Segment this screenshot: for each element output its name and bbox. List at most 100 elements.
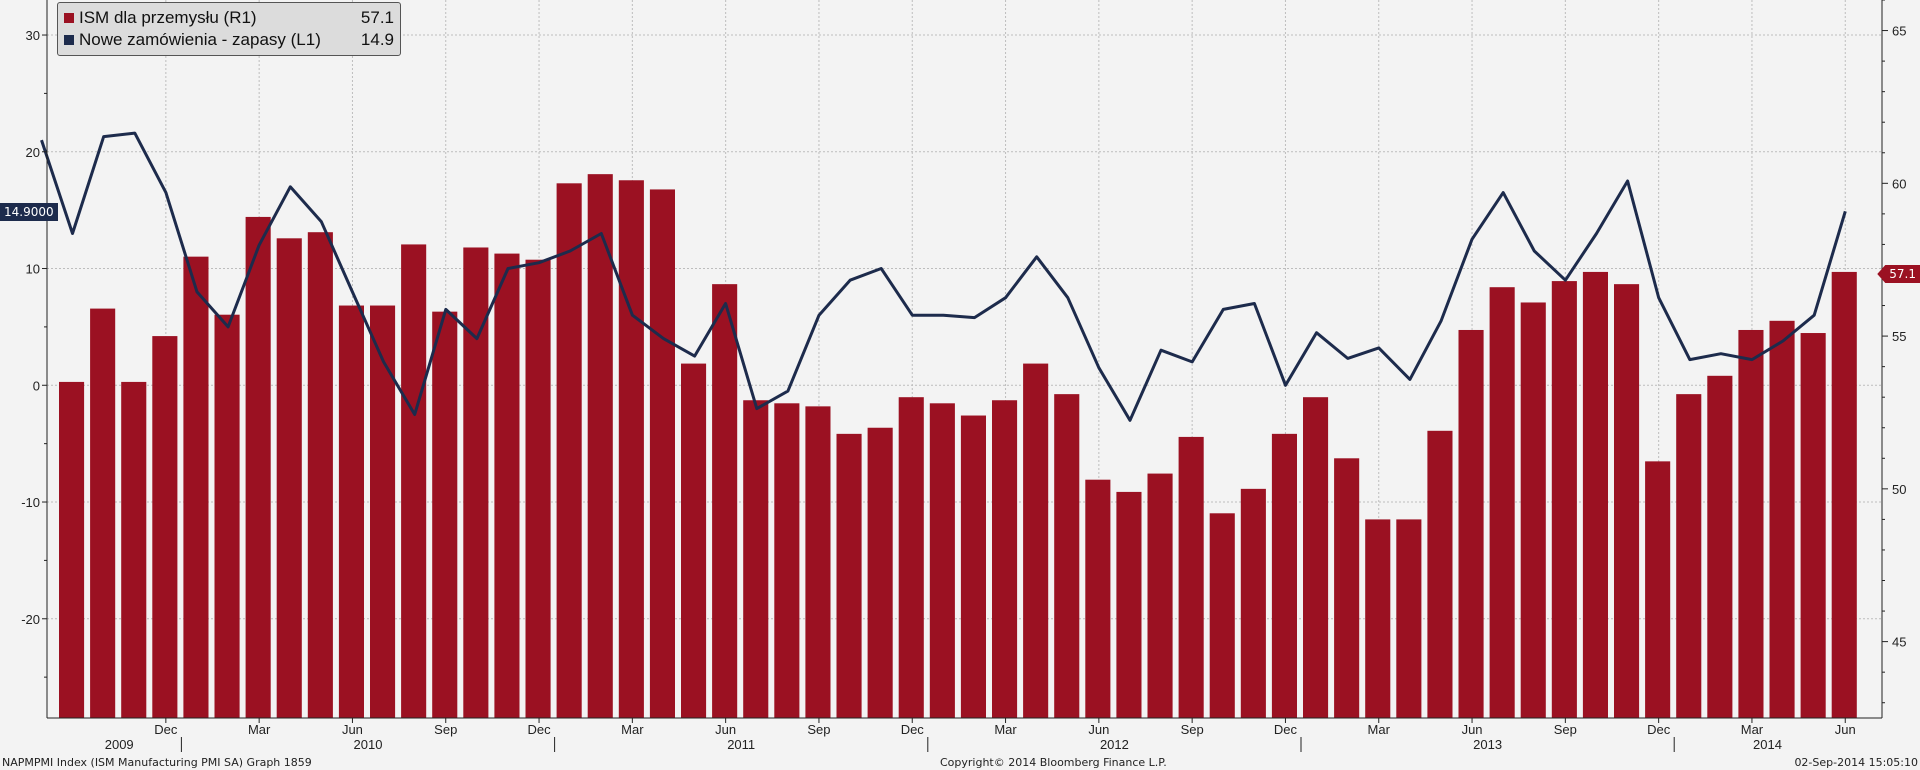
footer-copyright: Copyright© 2014 Bloomberg Finance L.P. — [940, 756, 1167, 769]
bar — [1334, 458, 1360, 718]
bar — [214, 314, 240, 718]
right-axis: 65 60 55 50 45 — [1882, 0, 1906, 704]
left-tick-label: 10 — [26, 262, 40, 277]
bar — [836, 433, 862, 718]
bar — [960, 415, 986, 718]
x-tick-label: Mar — [248, 722, 271, 737]
left-tick-label: 20 — [26, 145, 40, 160]
bar — [712, 284, 738, 718]
bar — [1427, 430, 1453, 718]
x-tick-label: Mar — [994, 722, 1017, 737]
bar — [1396, 519, 1422, 718]
bar — [1769, 320, 1795, 718]
x-tick-label: Dec — [901, 722, 925, 737]
right-tick-label: 45 — [1892, 635, 1906, 650]
bar — [525, 259, 551, 718]
x-tick-label: Jun — [1835, 722, 1856, 737]
bar — [867, 427, 893, 718]
bar — [618, 180, 644, 719]
bar — [1489, 287, 1515, 718]
bar — [1676, 394, 1702, 718]
bar — [1116, 491, 1142, 718]
legend-item-line: Nowe zamówienia - zapasy (L1) 14.9 — [64, 29, 394, 51]
x-tick-label: Sep — [434, 722, 457, 737]
x-tick-label: Mar — [1741, 722, 1764, 737]
x-year-label: 2009 — [105, 737, 134, 752]
x-tick-label: Dec — [154, 722, 178, 737]
bar — [1551, 281, 1577, 718]
x-tick-label: Jun — [1462, 722, 1483, 737]
bar — [245, 216, 271, 718]
bar — [1240, 488, 1266, 718]
left-tick-label: 30 — [26, 28, 40, 43]
line-series — [40, 131, 1847, 422]
bar — [587, 174, 613, 718]
x-tick-label: Sep — [807, 722, 830, 737]
bar — [898, 397, 924, 718]
legend-swatch-bars — [64, 13, 74, 23]
bar — [681, 363, 707, 718]
left-tick-label: 0 — [33, 378, 40, 393]
footer-timestamp: 02-Sep-2014 15:05:10 — [1794, 756, 1918, 769]
bar — [1458, 329, 1484, 718]
x-tick-label: Jun — [1088, 722, 1109, 737]
bar — [1800, 333, 1826, 718]
bar — [556, 183, 582, 718]
footer-source: NAPMPMI Index (ISM Manufacturing PMI SA)… — [2, 756, 312, 769]
bar — [992, 400, 1018, 718]
bar — [59, 381, 85, 718]
bar — [1831, 271, 1857, 718]
bar — [90, 308, 116, 718]
bar — [463, 247, 489, 719]
bar — [370, 305, 396, 718]
x-tick-label: Sep — [1181, 722, 1204, 737]
bar — [276, 238, 302, 719]
bar — [338, 305, 364, 718]
bar — [1178, 436, 1204, 718]
bar — [1209, 513, 1235, 718]
x-year-label: 2010 — [354, 737, 383, 752]
bar — [1147, 473, 1173, 718]
x-tick-label: Dec — [1647, 722, 1671, 737]
x-axis: Dec Mar Jun Sep Dec Mar Jun Sep Dec Mar Jun Sep Dec M… — [105, 718, 1856, 752]
right-tick-label: 50 — [1892, 482, 1906, 497]
bar — [1520, 302, 1546, 718]
right-tick-label: 55 — [1892, 329, 1906, 344]
bar — [929, 403, 955, 718]
legend-label: Nowe zamówienia - zapasy (L1) — [79, 30, 321, 49]
left-tick-label: -20 — [21, 612, 40, 627]
left-axis: 30 20 10 0 -10 -20 — [21, 28, 47, 678]
bar — [774, 403, 800, 718]
right-tick-label: 65 — [1892, 24, 1906, 39]
x-year-label: 2012 — [1100, 737, 1129, 752]
bar — [121, 381, 147, 718]
bar — [743, 400, 769, 718]
bar — [805, 406, 831, 718]
left-tick-label: -10 — [21, 495, 40, 510]
bar — [494, 253, 520, 718]
bar — [1645, 461, 1671, 718]
x-year-label: 2013 — [1473, 737, 1502, 752]
right-tick-label: 60 — [1892, 176, 1906, 191]
x-tick-label: Mar — [1368, 722, 1391, 737]
bar — [1582, 271, 1608, 718]
bar — [1707, 375, 1733, 718]
legend-item-bars: ISM dla przemysłu (R1) 57.1 — [64, 7, 394, 29]
x-tick-label: Sep — [1554, 722, 1577, 737]
bar-series — [59, 174, 1857, 719]
x-tick-label: Mar — [621, 722, 644, 737]
x-year-label: 2011 — [727, 737, 755, 752]
x-tick-label: Jun — [342, 722, 363, 737]
bar — [1054, 394, 1080, 718]
x-tick-label: Dec — [1274, 722, 1298, 737]
legend-value: 14.9 — [360, 30, 394, 49]
x-tick-label: Jun — [715, 722, 736, 737]
bar — [1085, 479, 1111, 718]
legend-value: 57.1 — [360, 8, 394, 27]
legend-label: ISM dla przemysłu (R1) — [79, 8, 257, 27]
x-tick-label: Dec — [527, 722, 551, 737]
bar — [432, 311, 458, 718]
bar — [649, 189, 675, 718]
bar — [307, 232, 333, 718]
